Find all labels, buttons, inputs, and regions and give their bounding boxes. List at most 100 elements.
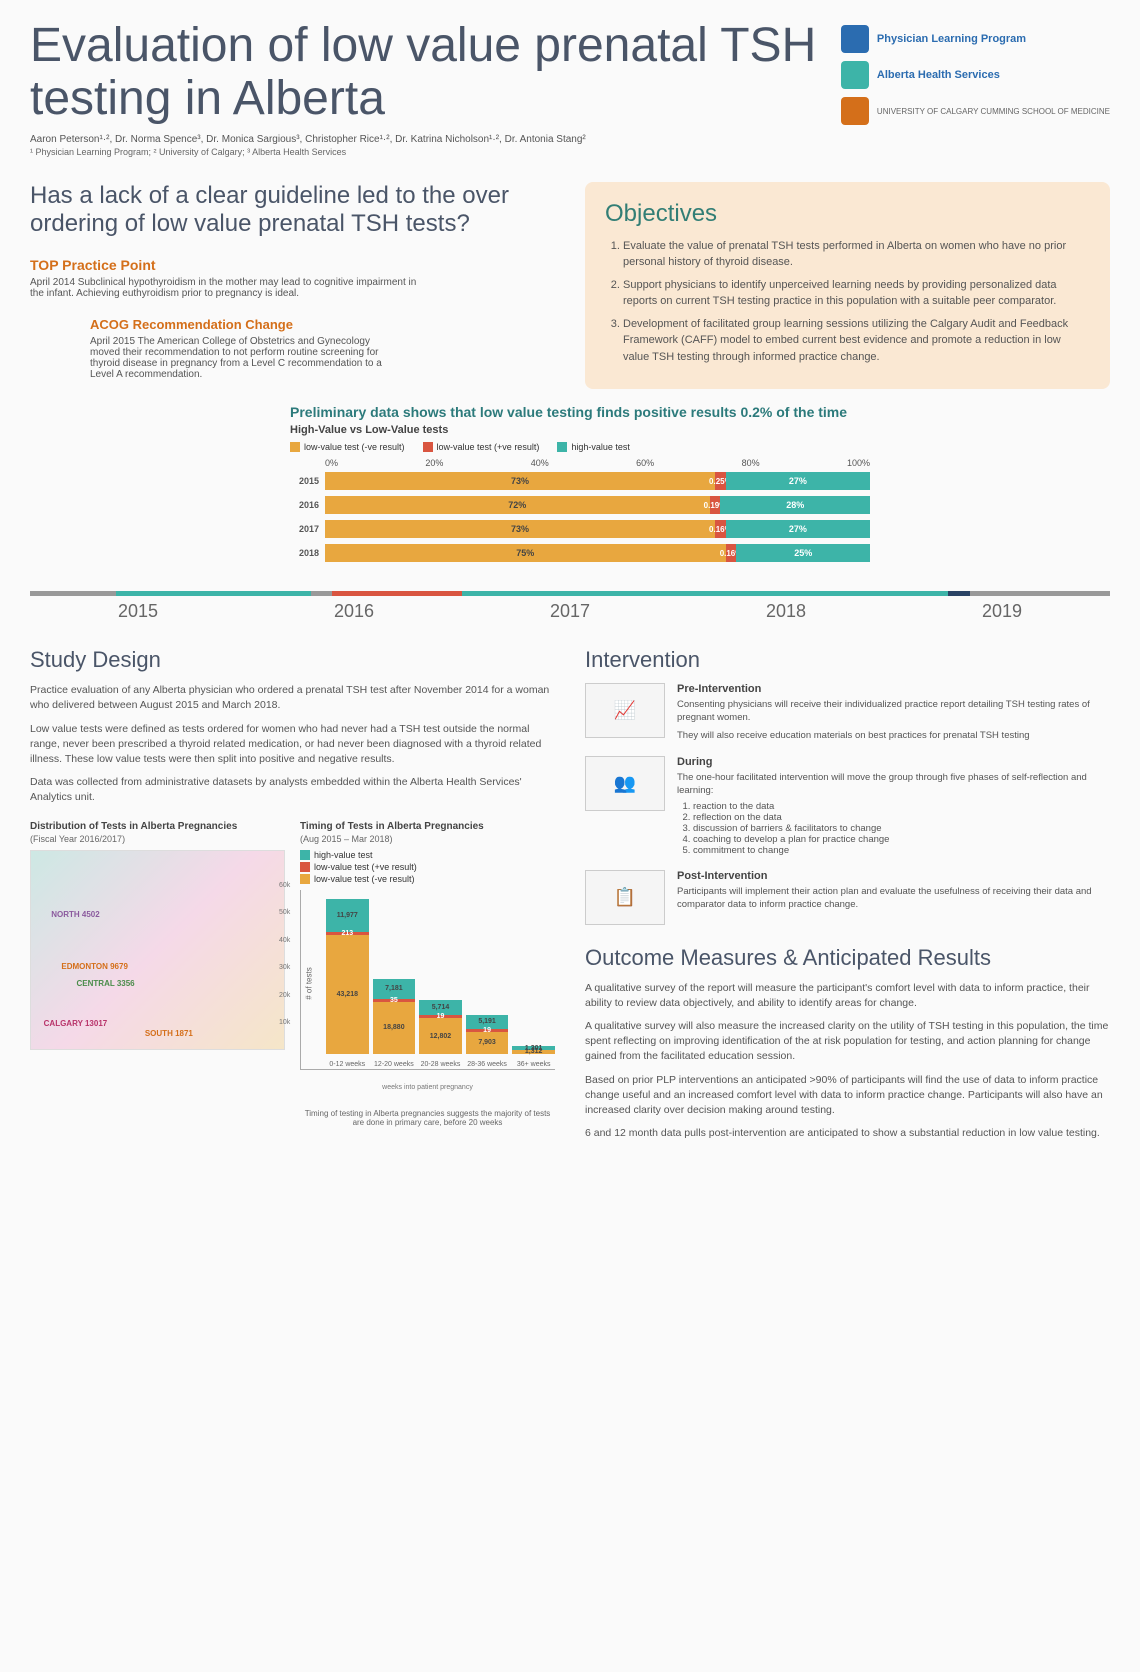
plp-label: Physician Learning Program xyxy=(877,33,1026,45)
hv-legend: low-value test (-ve result) low-value te… xyxy=(290,442,870,452)
bar-seg-lv-pos: 0.25% xyxy=(715,472,726,490)
timing-legend: high-value test low-value test (+ve resu… xyxy=(300,850,555,884)
uc-label: UNIVERSITY OF CALGARY CUMMING SCHOOL OF … xyxy=(877,107,1110,116)
alberta-map: NORTH 4502 EDMONTON 9679 CENTRAL 3356 CA… xyxy=(30,850,285,1050)
objectives-list: Evaluate the value of prenatal TSH tests… xyxy=(605,238,1090,366)
dist-sub: (Fiscal Year 2016/2017) xyxy=(30,834,285,844)
interv-pre: 📈 Pre-Intervention Consenting physicians… xyxy=(585,683,1110,742)
acog-block: ACOG Recommendation Change April 2015 Th… xyxy=(90,317,555,380)
hv-chart-title: Preliminary data shows that low value te… xyxy=(290,404,870,420)
legend-lv-neg: low-value test (-ve result) xyxy=(290,442,405,452)
bar-seg-hv: 27% xyxy=(726,520,870,538)
timing-seg-neg: 1,312 xyxy=(512,1050,555,1054)
hv-bar-row: 2015 73% 0.25% 27% xyxy=(290,472,870,490)
logo-uc: UNIVERSITY OF CALGARY CUMMING SCHOOL OF … xyxy=(841,97,1110,125)
intro-left: Has a lack of a clear guideline led to t… xyxy=(30,182,555,390)
swatch-orange-icon xyxy=(290,442,300,452)
ahs-icon xyxy=(841,61,869,89)
hv-bar-row: 2018 75% 0.16% 25% xyxy=(290,544,870,562)
research-question: Has a lack of a clear guideline led to t… xyxy=(30,182,555,240)
interv-during-body: The one-hour facilitated intervention wi… xyxy=(677,771,1110,798)
outcomes-p2: A qualitative survey will also measure t… xyxy=(585,1019,1110,1065)
outcomes-p1: A qualitative survey of the report will … xyxy=(585,981,1110,1011)
page-title: Evaluation of low value prenatal TSH tes… xyxy=(30,20,850,126)
intro-row: Has a lack of a clear guideline led to t… xyxy=(30,182,1110,390)
bar-year: 2016 xyxy=(290,500,325,510)
bar-track: 75% 0.16% 25% xyxy=(325,544,870,562)
timeline: 2015 2016 2017 2018 2019 xyxy=(30,587,1110,627)
bar-seg-lv-neg: 73% xyxy=(325,520,715,538)
timing-title: Timing of Tests in Alberta Pregnancies xyxy=(300,821,555,832)
interv-pre-body2: They will also receive education materia… xyxy=(677,729,1110,742)
timeline-seg xyxy=(948,591,970,596)
checklist-icon: 📋 xyxy=(585,870,665,925)
hv-chart-subtitle: High-Value vs Low-Value tests xyxy=(290,424,870,436)
outcomes-p3: Based on prior PLP interventions an anti… xyxy=(585,1073,1110,1119)
timing-bar: 5,714 19 12,802 20-28 weeks xyxy=(419,890,462,1054)
timing-bar: 5,191 19 7,903 28-36 weeks xyxy=(466,890,509,1054)
study-design-title: Study Design xyxy=(30,647,555,673)
objective-item: Development of facilitated group learnin… xyxy=(623,316,1090,366)
logo-ahs: Alberta Health Services xyxy=(841,61,1000,89)
interv-during-list: reaction to the data reflection on the d… xyxy=(677,801,1110,856)
swatch-red-icon xyxy=(423,442,433,452)
bar-seg-lv-pos: 0.16% xyxy=(715,520,726,538)
hv-bar-chart: 0%20%40%60%80%100% 2015 73% 0.25% 27% 20… xyxy=(290,458,870,562)
lower-right: Intervention 📈 Pre-Intervention Consenti… xyxy=(585,647,1110,1149)
bar-seg-hv: 27% xyxy=(726,472,870,490)
logo-plp: Physician Learning Program xyxy=(841,25,1026,53)
top-practice-body: April 2014 Subclinical hypothyroidism in… xyxy=(30,277,430,299)
outcomes-p4: 6 and 12 month data pulls post-intervent… xyxy=(585,1126,1110,1141)
group-session-icon: 👥 xyxy=(585,756,665,811)
swatch-teal-icon xyxy=(300,850,310,860)
bar-year: 2018 xyxy=(290,548,325,558)
timing-caption: Timing of testing in Alberta pregnancies… xyxy=(300,1109,555,1127)
ahs-label: Alberta Health Services xyxy=(877,69,1000,81)
timing-chart: # of tests 10k20k30k40k50k60k 11,977 213… xyxy=(300,890,555,1070)
uc-icon xyxy=(841,97,869,125)
timing-bar: 1,301 1,312 36+ weeks xyxy=(512,890,555,1054)
swatch-red-icon xyxy=(300,862,310,872)
interv-pre-title: Pre-Intervention xyxy=(677,683,1110,695)
timing-bar: 7,181 35 18,880 12-20 weeks xyxy=(373,890,416,1054)
study-p3: Data was collected from administrative d… xyxy=(30,775,555,805)
bar-seg-hv: 28% xyxy=(720,496,870,514)
acog-body: April 2015 The American College of Obste… xyxy=(90,336,390,380)
timing-col: Timing of Tests in Alberta Pregnancies (… xyxy=(300,821,555,1127)
lower-left: Study Design Practice evaluation of any … xyxy=(30,647,555,1149)
logos-block: Physician Learning Program Alberta Healt… xyxy=(841,25,1110,125)
top-practice-block: TOP Practice Point April 2014 Subclinica… xyxy=(30,257,555,299)
bar-track: 72% 0.19% 28% xyxy=(325,496,870,514)
timing-xlabel: 28-36 weeks xyxy=(466,1061,509,1068)
bar-track: 73% 0.16% 27% xyxy=(325,520,870,538)
dist-row: Distribution of Tests in Alberta Pregnan… xyxy=(30,821,555,1127)
interv-post-body: Participants will implement their action… xyxy=(677,885,1110,912)
swatch-orange-icon xyxy=(300,874,310,884)
timing-xlabel: 0-12 weeks xyxy=(326,1061,369,1068)
bar-year: 2017 xyxy=(290,524,325,534)
hv-chart-section: Preliminary data shows that low value te… xyxy=(290,404,870,562)
legend-lv-pos: low-value test (+ve result) xyxy=(423,442,540,452)
objectives-box: Objectives Evaluate the value of prenata… xyxy=(585,182,1110,390)
distribution-col: Distribution of Tests in Alberta Pregnan… xyxy=(30,821,285,1127)
timing-xlabel: 12-20 weeks xyxy=(373,1061,416,1068)
interv-during: 👥 During The one-hour facilitated interv… xyxy=(585,756,1110,856)
affiliations: ¹ Physician Learning Program; ² Universi… xyxy=(30,147,1110,157)
top-practice-title: TOP Practice Point xyxy=(30,257,555,273)
swatch-teal-icon xyxy=(557,442,567,452)
timing-sub: (Aug 2015 – Mar 2018) xyxy=(300,834,555,844)
hv-axis: 0%20%40%60%80%100% xyxy=(325,458,870,468)
timing-seg-neg: 12,802 xyxy=(419,1018,462,1053)
intro-right: Objectives Evaluate the value of prenata… xyxy=(585,182,1110,390)
bar-seg-lv-pos: 0.16% xyxy=(726,544,737,562)
interv-post: 📋 Post-Intervention Participants will im… xyxy=(585,870,1110,925)
interv-pre-body: Consenting physicians will receive their… xyxy=(677,698,1110,725)
objective-item: Support physicians to identify unperceiv… xyxy=(623,277,1090,310)
intervention-title: Intervention xyxy=(585,647,1110,673)
outcomes-title: Outcome Measures & Anticipated Results xyxy=(585,945,1110,971)
study-p1: Practice evaluation of any Alberta physi… xyxy=(30,683,555,713)
bar-seg-lv-neg: 72% xyxy=(325,496,710,514)
acog-title: ACOG Recommendation Change xyxy=(90,317,555,332)
timeline-seg xyxy=(332,591,462,596)
legend-hv: high-value test xyxy=(557,442,630,452)
